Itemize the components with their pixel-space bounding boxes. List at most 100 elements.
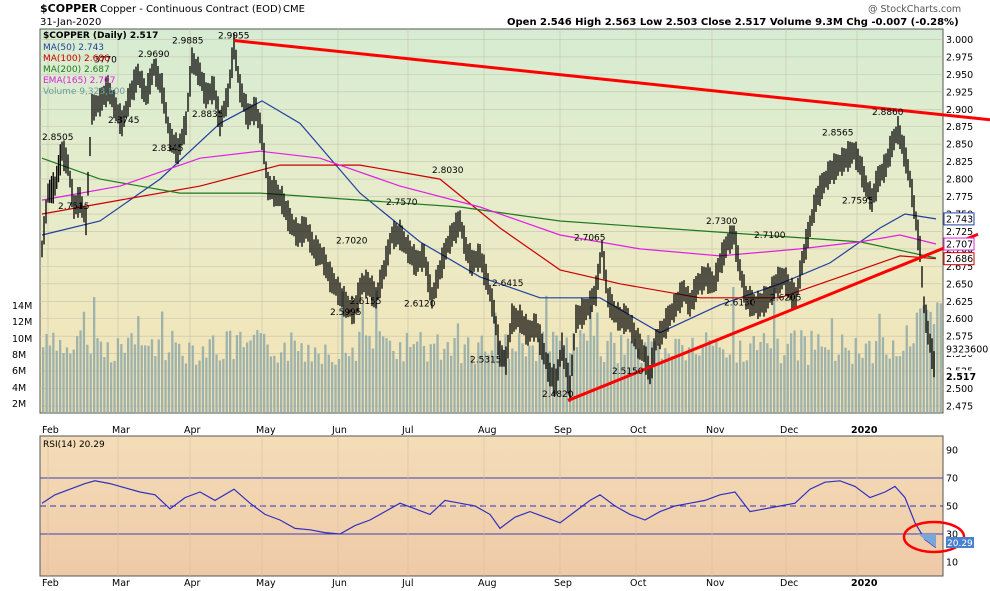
rsi-x-label: Nov	[706, 578, 725, 589]
volume-bar	[147, 345, 150, 413]
volume-bar	[762, 333, 766, 413]
rsi-tick-label: 90	[946, 446, 958, 457]
volume-bar	[436, 334, 439, 413]
volume-bar	[494, 312, 497, 413]
volume-bar	[208, 339, 211, 413]
volume-bar	[450, 355, 453, 413]
rsi-oversold-fill	[918, 534, 936, 548]
volume-bar	[810, 330, 813, 413]
volume-bar	[558, 340, 562, 413]
price-tick-label: 2.600	[946, 314, 973, 325]
volume-bar	[565, 337, 568, 413]
volume-bar	[140, 345, 143, 413]
volume-bar	[280, 352, 283, 413]
volume-bar	[52, 332, 55, 413]
price-tick-label: 2.825	[946, 157, 973, 168]
legend-ema165: EMA(165) 2.707	[43, 76, 115, 86]
volume-bar	[82, 311, 86, 413]
volume-bar	[144, 345, 147, 413]
volume-bar	[171, 330, 174, 413]
volume-bar	[919, 308, 922, 413]
volume-bar	[654, 341, 657, 413]
volume-bar	[579, 330, 582, 413]
rsi-y-axis: 90 70 50 30 10	[946, 446, 958, 569]
volume-bar	[69, 353, 72, 413]
volume-bar	[252, 334, 256, 413]
volume-bar	[235, 335, 239, 413]
volume-bar	[317, 353, 320, 413]
volume-y-axis: 14M 12M 10M 8M 6M 4M 2M	[12, 301, 32, 410]
volume-bar	[178, 343, 181, 413]
volume-bar	[361, 303, 364, 413]
volume-bar	[820, 346, 823, 413]
volume-bar	[72, 349, 75, 413]
ma-line-0	[41, 100, 937, 334]
price-line	[41, 33, 935, 402]
volume-bar	[402, 361, 405, 413]
volume-bar	[749, 343, 752, 413]
volume-bar	[783, 355, 786, 413]
volume-bar	[45, 334, 48, 413]
volume-bar	[106, 342, 109, 413]
volume-bar	[657, 344, 660, 413]
volume-bar	[276, 362, 279, 413]
volume-bar	[93, 297, 96, 413]
volume-bar	[463, 344, 466, 413]
price-annotation: 2.7020	[336, 237, 368, 247]
volume-bar	[779, 363, 783, 413]
volume-bar	[902, 350, 905, 413]
price-annotation: 2.9955	[218, 32, 250, 42]
volume-bar	[392, 350, 395, 413]
volume-bar	[409, 346, 412, 413]
chart-exchange: CME	[283, 4, 305, 15]
volume-bar	[130, 333, 133, 413]
volume-bar	[858, 353, 861, 413]
volume-bar	[606, 340, 609, 413]
volume-bar	[790, 333, 793, 413]
volume-bar	[388, 340, 392, 413]
volume-bar	[232, 359, 235, 413]
volume-bar	[480, 335, 483, 413]
price-tick-label: 2.625	[946, 297, 973, 308]
price-x-label: Nov	[706, 425, 725, 436]
right-tag-label: 2.743	[946, 214, 973, 225]
price-tick-label: 2.725	[946, 227, 973, 238]
price-annotation: 2.5995	[330, 308, 362, 318]
volume-bar	[766, 343, 769, 413]
price-tick-label: 2.475	[946, 402, 973, 413]
volume-bar	[307, 344, 310, 413]
price-x-label: Mar	[112, 425, 130, 436]
price-tick-label: 2.950	[946, 70, 973, 81]
volume-bar	[395, 359, 398, 413]
price-annotation: 2.8345	[152, 144, 184, 154]
volume-bar	[630, 341, 633, 413]
volume-bar	[688, 347, 691, 413]
price-x-label: Aug	[478, 425, 497, 436]
volume-bar	[123, 352, 126, 413]
volume-bar	[589, 305, 592, 413]
rsi-x-label: Sep	[554, 578, 572, 589]
volume-bar	[191, 345, 194, 413]
price-annotation: 2.7570	[386, 198, 418, 208]
price-tick-label: 2.650	[946, 279, 973, 290]
volume-bar	[939, 303, 942, 413]
rsi-x-label: May	[256, 578, 276, 589]
price-annotation: 2.4820	[542, 390, 574, 400]
volume-tick-label: 8M	[12, 350, 26, 361]
volume-bar	[800, 330, 803, 413]
price-annotation: 2.7300	[706, 217, 738, 227]
price-x-label: May	[256, 425, 276, 436]
trendline-0	[233, 39, 990, 122]
volume-bar	[844, 347, 847, 413]
ma-line-2	[41, 157, 937, 259]
price-annotation: 2.9885	[172, 37, 204, 47]
price-tick-label: 2.900	[946, 105, 973, 116]
volume-bar	[912, 343, 915, 413]
volume-bar	[433, 343, 436, 413]
rsi-series	[41, 480, 937, 549]
volume-bar	[99, 341, 103, 413]
volume-bar	[864, 343, 868, 413]
rsi-title: RSI(14) 20.29	[43, 440, 105, 450]
volume-bar	[273, 355, 276, 413]
